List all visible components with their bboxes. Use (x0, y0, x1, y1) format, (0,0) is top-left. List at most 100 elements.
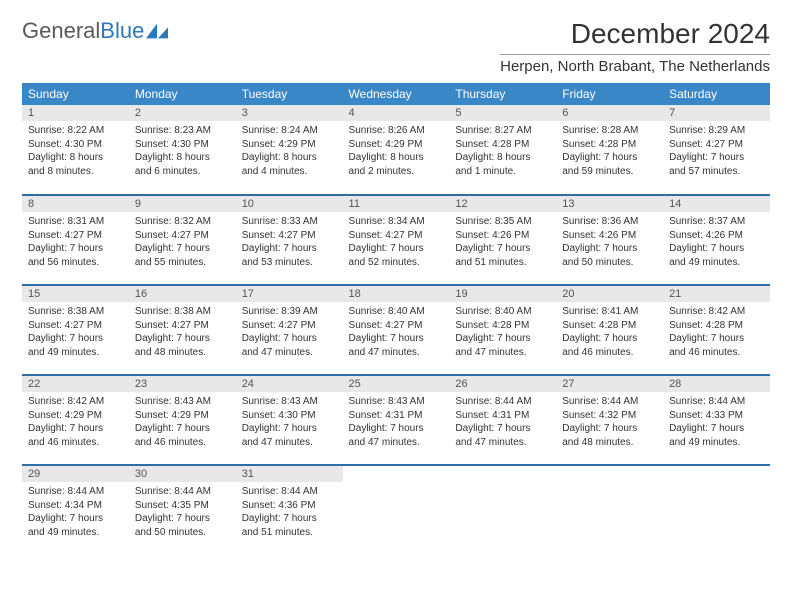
day-line: Daylight: 8 hours (455, 151, 550, 165)
calendar-day-cell: 26 Sunrise: 8:44 AMSunset: 4:31 PMDayligh… (449, 375, 556, 465)
calendar-day-cell: 29Sunrise: 8:44 AMSunset: 4:34 PMDayligh… (22, 465, 129, 555)
day-line: Sunrise: 8:39 AM (242, 305, 337, 319)
day-line: and 56 minutes. (28, 256, 123, 270)
day-number: 12 (449, 196, 556, 212)
weekday-header-row: Sunday Monday Tuesday Wednesday Thursday… (22, 83, 770, 105)
day-line: and 47 minutes. (242, 436, 337, 450)
day-detail: Sunrise: 8:44 AMSunset: 4:36 PMDaylight:… (236, 482, 343, 545)
calendar-day-cell: 30Sunrise: 8:44 AMSunset: 4:35 PMDayligh… (129, 465, 236, 555)
day-line: Daylight: 7 hours (242, 332, 337, 346)
day-line: Daylight: 8 hours (349, 151, 444, 165)
day-number: 20 (556, 286, 663, 302)
day-line: and 47 minutes. (455, 436, 550, 450)
day-number: 22 (22, 376, 129, 392)
calendar-day-cell: 24Sunrise: 8:43 AMSunset: 4:30 PMDayligh… (236, 375, 343, 465)
day-line: Sunset: 4:28 PM (455, 138, 550, 152)
day-line: Sunset: 4:32 PM (562, 409, 657, 423)
day-line: Sunrise: 8:44 AM (562, 395, 657, 409)
weekday-header: Wednesday (343, 83, 450, 105)
day-line: Daylight: 7 hours (562, 332, 657, 346)
calendar-day-cell: 20Sunrise: 8:41 AMSunset: 4:28 PMDayligh… (556, 285, 663, 375)
day-detail: Sunrise: 8:40 AMSunset: 4:27 PMDaylight:… (343, 302, 450, 365)
brand-logo: GeneralBlue (22, 18, 168, 44)
day-line: Sunrise: 8:24 AM (242, 124, 337, 138)
day-line: Sunrise: 8:27 AM (455, 124, 550, 138)
day-detail: Sunrise: 8:27 AMSunset: 4:28 PMDaylight:… (449, 121, 556, 184)
calendar-day-cell: 23Sunrise: 8:43 AMSunset: 4:29 PMDayligh… (129, 375, 236, 465)
brand-text-2: Blue (100, 18, 144, 44)
calendar-day-cell: 28Sunrise: 8:44 AMSunset: 4:33 PMDayligh… (663, 375, 770, 465)
day-line: Sunrise: 8:44 AM (455, 395, 550, 409)
day-line: Daylight: 7 hours (669, 151, 764, 165)
day-line: Daylight: 7 hours (135, 422, 230, 436)
calendar-day-cell: 9Sunrise: 8:32 AMSunset: 4:27 PMDaylight… (129, 195, 236, 285)
day-detail: Sunrise: 8:29 AMSunset: 4:27 PMDaylight:… (663, 121, 770, 184)
day-line: Sunset: 4:33 PM (669, 409, 764, 423)
day-line: Sunset: 4:27 PM (349, 319, 444, 333)
day-line: and 46 minutes. (135, 436, 230, 450)
day-detail: Sunrise: 8:35 AMSunset: 4:26 PMDaylight:… (449, 212, 556, 275)
day-line: and 55 minutes. (135, 256, 230, 270)
calendar-week-row: 22Sunrise: 8:42 AMSunset: 4:29 PMDayligh… (22, 375, 770, 465)
weekday-header: Sunday (22, 83, 129, 105)
day-line: Daylight: 7 hours (349, 242, 444, 256)
day-line: and 51 minutes. (242, 526, 337, 540)
day-line: Sunset: 4:27 PM (242, 229, 337, 243)
day-detail: Sunrise: 8:44 AMSunset: 4:34 PMDaylight:… (22, 482, 129, 545)
calendar-week-row: 29Sunrise: 8:44 AMSunset: 4:34 PMDayligh… (22, 465, 770, 555)
day-number: 27 (556, 376, 663, 392)
day-line: and 47 minutes. (349, 346, 444, 360)
day-line: Daylight: 7 hours (135, 332, 230, 346)
day-line: Sunrise: 8:38 AM (135, 305, 230, 319)
day-line: Daylight: 7 hours (135, 242, 230, 256)
day-line: and 49 minutes. (669, 256, 764, 270)
weekday-header: Tuesday (236, 83, 343, 105)
day-line: and 1 minute. (455, 165, 550, 179)
month-title: December 2024 (500, 18, 770, 50)
day-line: Sunset: 4:35 PM (135, 499, 230, 513)
weekday-header: Monday (129, 83, 236, 105)
logo-sail-icon (146, 23, 168, 39)
day-line: and 47 minutes. (455, 346, 550, 360)
day-line: Daylight: 7 hours (562, 242, 657, 256)
day-line: Sunset: 4:30 PM (28, 138, 123, 152)
day-line: Daylight: 7 hours (242, 422, 337, 436)
day-detail: Sunrise: 8:40 AMSunset: 4:28 PMDaylight:… (449, 302, 556, 365)
day-line: Sunset: 4:31 PM (349, 409, 444, 423)
day-line: Sunrise: 8:43 AM (135, 395, 230, 409)
weekday-header: Saturday (663, 83, 770, 105)
calendar-day-cell: 5Sunrise: 8:27 AMSunset: 4:28 PMDaylight… (449, 105, 556, 195)
day-line: Daylight: 7 hours (242, 512, 337, 526)
calendar-day-cell: 8Sunrise: 8:31 AMSunset: 4:27 PMDaylight… (22, 195, 129, 285)
day-number: 15 (22, 286, 129, 302)
day-number: 9 (129, 196, 236, 212)
day-detail: Sunrise: 8:34 AMSunset: 4:27 PMDaylight:… (343, 212, 450, 275)
day-detail: Sunrise: 8:23 AMSunset: 4:30 PMDaylight:… (129, 121, 236, 184)
calendar-day-cell: 15Sunrise: 8:38 AMSunset: 4:27 PMDayligh… (22, 285, 129, 375)
calendar-day-cell (343, 465, 450, 555)
day-line: and 46 minutes. (28, 436, 123, 450)
day-line: Daylight: 7 hours (669, 332, 764, 346)
day-line: Daylight: 7 hours (455, 422, 550, 436)
day-detail: Sunrise: 8:28 AMSunset: 4:28 PMDaylight:… (556, 121, 663, 184)
calendar-day-cell: 19Sunrise: 8:40 AMSunset: 4:28 PMDayligh… (449, 285, 556, 375)
day-line: Sunset: 4:27 PM (669, 138, 764, 152)
calendar-day-cell: 7Sunrise: 8:29 AMSunset: 4:27 PMDaylight… (663, 105, 770, 195)
day-line: and 52 minutes. (349, 256, 444, 270)
day-line: Sunrise: 8:33 AM (242, 215, 337, 229)
day-detail: Sunrise: 8:39 AMSunset: 4:27 PMDaylight:… (236, 302, 343, 365)
day-line: Sunset: 4:31 PM (455, 409, 550, 423)
day-number: 11 (343, 196, 450, 212)
day-line: Sunrise: 8:26 AM (349, 124, 444, 138)
day-number: 24 (236, 376, 343, 392)
day-line: Sunrise: 8:40 AM (455, 305, 550, 319)
day-line: Sunrise: 8:34 AM (349, 215, 444, 229)
day-line: Sunrise: 8:43 AM (242, 395, 337, 409)
day-line: Sunset: 4:29 PM (349, 138, 444, 152)
day-number: 7 (663, 105, 770, 121)
calendar-week-row: 8Sunrise: 8:31 AMSunset: 4:27 PMDaylight… (22, 195, 770, 285)
day-line: and 50 minutes. (135, 526, 230, 540)
day-number: 16 (129, 286, 236, 302)
calendar-day-cell (449, 465, 556, 555)
day-number: 26 (449, 376, 556, 392)
